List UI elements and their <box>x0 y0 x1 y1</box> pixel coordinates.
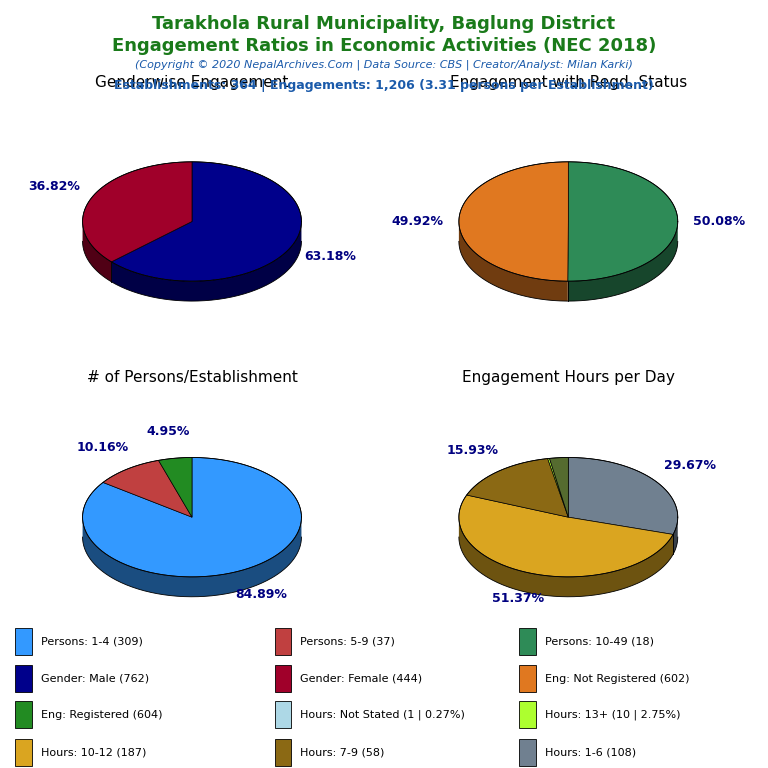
Bar <box>519 628 536 655</box>
Text: 49.92%: 49.92% <box>391 215 443 228</box>
Bar <box>15 628 31 655</box>
Polygon shape <box>459 518 673 597</box>
Polygon shape <box>568 458 677 535</box>
Bar <box>519 739 536 766</box>
Text: Engagement Ratios in Economic Activities (NEC 2018): Engagement Ratios in Economic Activities… <box>112 37 656 55</box>
Polygon shape <box>83 518 301 597</box>
Bar <box>275 665 291 692</box>
Text: 15.93%: 15.93% <box>446 444 498 457</box>
Polygon shape <box>459 495 673 577</box>
Text: Establishments: 364 | Engagements: 1,206 (3.31 persons per Establishment): Establishments: 364 | Engagements: 1,206… <box>114 79 654 92</box>
Text: Hours: 7-9 (58): Hours: 7-9 (58) <box>300 747 385 757</box>
Text: Persons: 1-4 (309): Persons: 1-4 (309) <box>41 637 143 647</box>
Text: Eng: Registered (604): Eng: Registered (604) <box>41 710 162 720</box>
Text: Hours: 1-6 (108): Hours: 1-6 (108) <box>545 747 636 757</box>
Polygon shape <box>549 458 568 517</box>
Polygon shape <box>103 460 192 517</box>
Polygon shape <box>673 518 677 554</box>
Title: Engagement with Regd. Status: Engagement with Regd. Status <box>450 74 687 90</box>
Polygon shape <box>158 458 192 517</box>
Text: 36.82%: 36.82% <box>28 180 80 194</box>
Polygon shape <box>83 458 301 577</box>
Text: Gender: Female (444): Gender: Female (444) <box>300 674 422 684</box>
Polygon shape <box>459 222 568 301</box>
Bar <box>275 701 291 728</box>
Bar <box>275 739 291 766</box>
Text: Eng: Not Registered (602): Eng: Not Registered (602) <box>545 674 690 684</box>
Polygon shape <box>467 458 568 517</box>
Text: (Copyright © 2020 NepalArchives.Com | Data Source: CBS | Creator/Analyst: Milan : (Copyright © 2020 NepalArchives.Com | Da… <box>135 60 633 71</box>
Polygon shape <box>83 222 111 282</box>
Text: 84.89%: 84.89% <box>235 588 287 601</box>
Polygon shape <box>568 162 677 281</box>
Polygon shape <box>568 222 677 301</box>
Title: Genderwise Engagement: Genderwise Engagement <box>95 74 289 90</box>
Text: Hours: 10-12 (187): Hours: 10-12 (187) <box>41 747 146 757</box>
Title: # of Persons/Establishment: # of Persons/Establishment <box>87 370 297 386</box>
Text: 4.95%: 4.95% <box>147 425 190 439</box>
Polygon shape <box>111 222 301 301</box>
Bar <box>275 628 291 655</box>
Bar <box>15 665 31 692</box>
Text: Gender: Male (762): Gender: Male (762) <box>41 674 149 684</box>
Text: Hours: Not Stated (1 | 0.27%): Hours: Not Stated (1 | 0.27%) <box>300 710 465 720</box>
Text: 51.37%: 51.37% <box>492 592 545 605</box>
Text: 63.18%: 63.18% <box>304 250 356 263</box>
Text: Tarakhola Rural Municipality, Baglung District: Tarakhola Rural Municipality, Baglung Di… <box>152 15 616 33</box>
Text: 50.08%: 50.08% <box>694 215 746 228</box>
Bar <box>15 701 31 728</box>
Bar <box>15 739 31 766</box>
Polygon shape <box>459 162 568 281</box>
Bar <box>519 701 536 728</box>
Bar <box>519 665 536 692</box>
Text: 29.67%: 29.67% <box>664 459 716 472</box>
Title: Engagement Hours per Day: Engagement Hours per Day <box>462 370 675 386</box>
Text: 10.16%: 10.16% <box>77 441 129 454</box>
Polygon shape <box>83 162 192 262</box>
Polygon shape <box>548 458 568 517</box>
Text: Persons: 5-9 (37): Persons: 5-9 (37) <box>300 637 396 647</box>
Text: Hours: 13+ (10 | 2.75%): Hours: 13+ (10 | 2.75%) <box>545 710 680 720</box>
Polygon shape <box>111 162 301 281</box>
Text: Persons: 10-49 (18): Persons: 10-49 (18) <box>545 637 654 647</box>
